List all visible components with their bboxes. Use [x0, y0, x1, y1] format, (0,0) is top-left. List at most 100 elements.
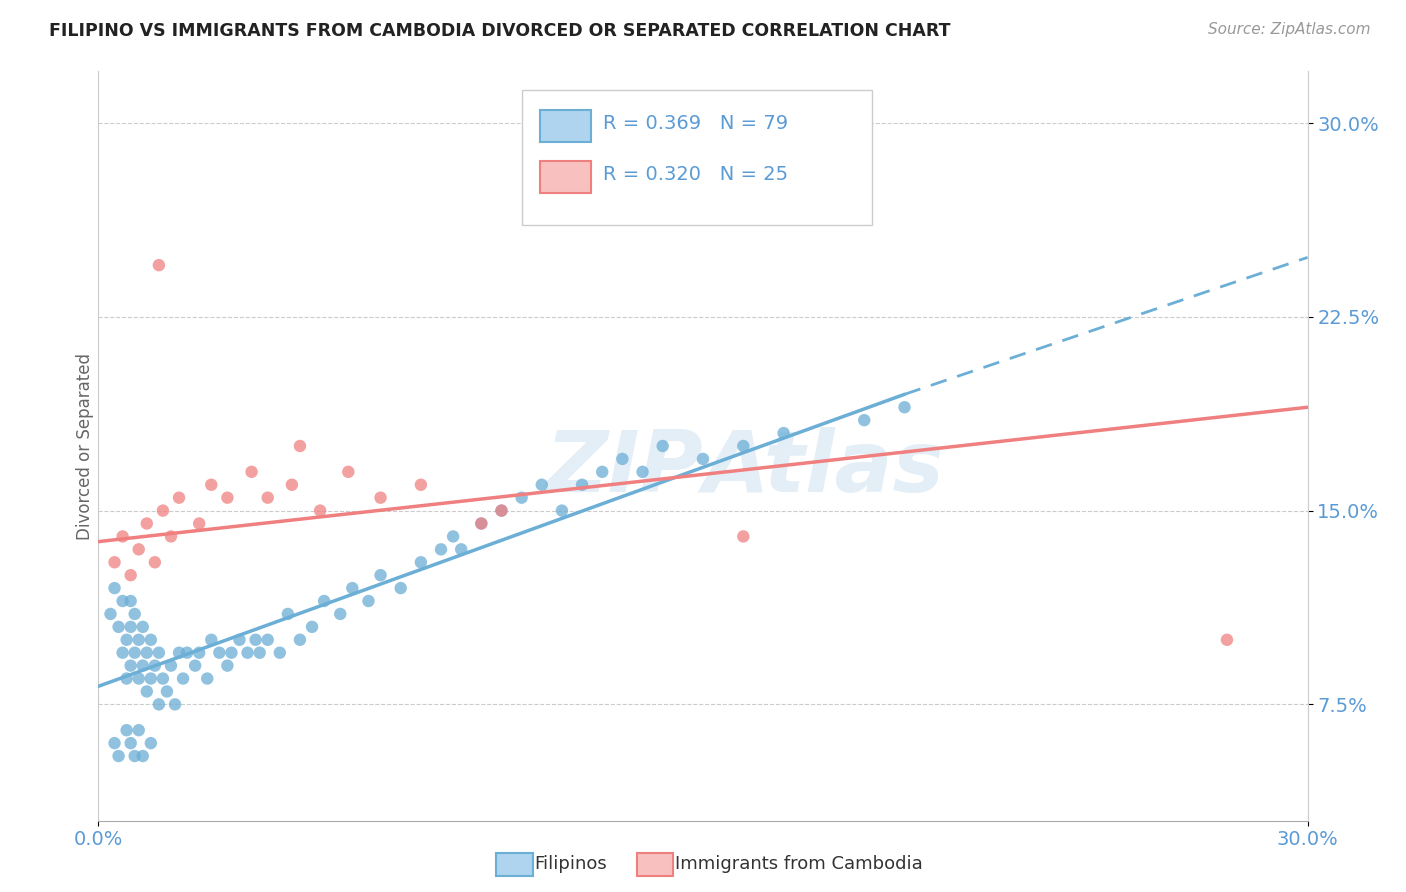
- Point: [103, 581, 125, 595]
- Point: [120, 736, 142, 750]
- Point: [115, 672, 138, 686]
- Point: [163, 698, 186, 712]
- Text: R = 0.320   N = 25: R = 0.320 N = 25: [603, 165, 787, 185]
- Point: [124, 646, 146, 660]
- Point: [389, 581, 412, 595]
- Point: [195, 672, 218, 686]
- Point: [329, 607, 352, 621]
- Point: [167, 646, 190, 660]
- Point: [148, 258, 170, 272]
- Point: [128, 542, 150, 557]
- Point: [120, 568, 142, 582]
- Point: [152, 503, 174, 517]
- Point: [228, 632, 250, 647]
- Point: [188, 646, 211, 660]
- Point: [530, 477, 553, 491]
- Point: [249, 646, 271, 660]
- Point: [240, 465, 263, 479]
- Point: [470, 516, 492, 531]
- Point: [269, 646, 291, 660]
- Text: Source: ZipAtlas.com: Source: ZipAtlas.com: [1208, 22, 1371, 37]
- Point: [124, 749, 146, 764]
- Point: [148, 698, 170, 712]
- Point: [357, 594, 380, 608]
- Point: [772, 426, 794, 441]
- Point: [200, 477, 222, 491]
- Point: [176, 646, 198, 660]
- Point: [217, 658, 239, 673]
- Point: [152, 672, 174, 686]
- Point: [135, 684, 157, 698]
- Point: [342, 581, 364, 595]
- Point: [221, 646, 243, 660]
- Point: [200, 632, 222, 647]
- Point: [470, 516, 492, 531]
- Point: [450, 542, 472, 557]
- Point: [733, 529, 755, 543]
- Point: [115, 632, 138, 647]
- Point: [245, 632, 267, 647]
- Point: [120, 620, 142, 634]
- Point: [156, 684, 179, 698]
- Point: [430, 542, 453, 557]
- Point: [115, 723, 138, 738]
- Point: [409, 477, 432, 491]
- Point: [139, 736, 162, 750]
- Point: [139, 632, 162, 647]
- Point: [217, 491, 239, 505]
- Point: [591, 465, 613, 479]
- Point: [132, 658, 155, 673]
- Point: [370, 568, 392, 582]
- Point: [612, 451, 634, 466]
- Point: [148, 646, 170, 660]
- Point: [124, 607, 146, 621]
- Point: [167, 491, 190, 505]
- Point: [733, 439, 755, 453]
- Point: [510, 491, 533, 505]
- Point: [103, 555, 125, 569]
- Point: [143, 555, 166, 569]
- Text: Filipinos: Filipinos: [534, 855, 607, 873]
- Point: [551, 503, 574, 517]
- Point: [132, 749, 155, 764]
- Point: [571, 477, 593, 491]
- Text: Atlas: Atlas: [703, 427, 945, 510]
- Point: [120, 658, 142, 673]
- FancyBboxPatch shape: [540, 111, 591, 142]
- Point: [1216, 632, 1239, 647]
- Point: [491, 503, 513, 517]
- Point: [103, 736, 125, 750]
- Text: R = 0.369   N = 79: R = 0.369 N = 79: [603, 114, 787, 133]
- Point: [184, 658, 207, 673]
- FancyBboxPatch shape: [540, 161, 591, 193]
- Point: [135, 646, 157, 660]
- Point: [188, 516, 211, 531]
- Point: [256, 491, 278, 505]
- Point: [853, 413, 876, 427]
- Point: [120, 594, 142, 608]
- Text: FILIPINO VS IMMIGRANTS FROM CAMBODIA DIVORCED OR SEPARATED CORRELATION CHART: FILIPINO VS IMMIGRANTS FROM CAMBODIA DIV…: [49, 22, 950, 40]
- Point: [281, 477, 304, 491]
- Point: [236, 646, 259, 660]
- Point: [143, 658, 166, 673]
- Point: [651, 439, 673, 453]
- Point: [893, 401, 915, 415]
- Text: ZIP: ZIP: [546, 427, 703, 510]
- Point: [256, 632, 278, 647]
- Point: [100, 607, 122, 621]
- Point: [128, 723, 150, 738]
- Point: [288, 632, 311, 647]
- Point: [337, 465, 360, 479]
- Point: [409, 555, 432, 569]
- Y-axis label: Divorced or Separated: Divorced or Separated: [76, 352, 94, 540]
- Point: [301, 620, 323, 634]
- Point: [160, 529, 183, 543]
- Point: [208, 646, 231, 660]
- Point: [692, 451, 714, 466]
- Point: [491, 503, 513, 517]
- Point: [309, 503, 332, 517]
- Point: [370, 491, 392, 505]
- Point: [288, 439, 311, 453]
- Point: [631, 465, 654, 479]
- Point: [107, 749, 129, 764]
